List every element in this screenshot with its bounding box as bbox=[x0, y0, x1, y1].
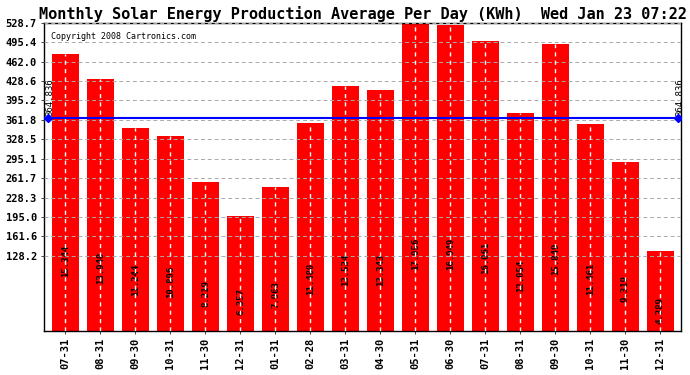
Bar bbox=[402, 23, 428, 330]
Bar bbox=[507, 113, 533, 330]
Text: 364.836: 364.836 bbox=[45, 79, 55, 116]
Bar bbox=[647, 251, 673, 330]
Bar bbox=[367, 90, 393, 330]
Bar bbox=[52, 54, 79, 330]
Text: 12.054: 12.054 bbox=[516, 260, 525, 292]
Bar bbox=[122, 128, 148, 330]
Bar bbox=[472, 40, 499, 330]
Text: 11.480: 11.480 bbox=[306, 262, 315, 295]
Bar bbox=[333, 86, 359, 330]
Text: 4.389: 4.389 bbox=[656, 297, 665, 324]
Bar bbox=[88, 79, 114, 330]
Bar bbox=[542, 45, 569, 330]
Text: 10.806: 10.806 bbox=[166, 266, 175, 298]
Text: 8.219: 8.219 bbox=[201, 280, 210, 307]
Text: Copyright 2008 Cartronics.com: Copyright 2008 Cartronics.com bbox=[51, 32, 196, 41]
Text: 11.244: 11.244 bbox=[131, 264, 140, 296]
Text: 17.056: 17.056 bbox=[411, 237, 420, 270]
Bar bbox=[578, 124, 604, 330]
Text: 7.963: 7.963 bbox=[271, 281, 280, 308]
Text: 15.849: 15.849 bbox=[551, 243, 560, 275]
Bar bbox=[262, 187, 288, 330]
Title: Monthly Solar Energy Production Average Per Day (KWh)  Wed Jan 23 07:22: Monthly Solar Energy Production Average … bbox=[39, 6, 687, 21]
Text: 16.061: 16.061 bbox=[481, 242, 490, 274]
Text: 16.949: 16.949 bbox=[446, 238, 455, 270]
Text: 15.344: 15.344 bbox=[61, 245, 70, 278]
Text: 9.319: 9.319 bbox=[621, 275, 630, 302]
Text: 6.357: 6.357 bbox=[236, 288, 245, 315]
Bar bbox=[227, 216, 253, 330]
Text: 13.534: 13.534 bbox=[341, 254, 350, 286]
Text: 13.343: 13.343 bbox=[376, 254, 385, 286]
Bar bbox=[612, 162, 638, 330]
Text: 364.836: 364.836 bbox=[675, 79, 684, 116]
Text: 11.461: 11.461 bbox=[586, 263, 595, 295]
Bar bbox=[297, 123, 324, 330]
Bar bbox=[193, 182, 219, 330]
Text: 13.940: 13.940 bbox=[96, 252, 105, 284]
Bar bbox=[157, 135, 184, 330]
Bar bbox=[437, 25, 464, 330]
